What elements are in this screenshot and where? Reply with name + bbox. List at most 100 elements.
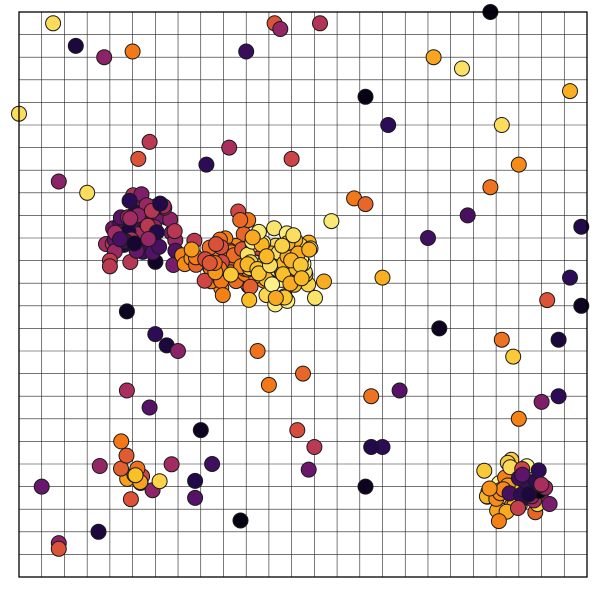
scatter-point <box>244 229 261 246</box>
scatter-point <box>112 231 128 248</box>
scatter-point <box>316 273 332 290</box>
scatter-point <box>285 227 302 244</box>
scatter-point <box>420 230 436 246</box>
scatter-point <box>249 343 266 359</box>
scatter-point <box>530 462 547 479</box>
scatter-point <box>163 456 180 473</box>
scatter-point <box>130 150 147 167</box>
scatter-point <box>238 43 255 60</box>
scatter-point <box>274 237 291 254</box>
scatter-point <box>459 207 476 224</box>
scatter-point <box>96 49 113 66</box>
scatter-point <box>118 447 135 464</box>
scatter-point <box>50 173 67 190</box>
scatter-point <box>505 348 522 365</box>
scatter-point <box>510 410 527 427</box>
scatter-point <box>45 15 62 32</box>
scatter-point <box>121 192 138 209</box>
scatter-point <box>232 512 249 529</box>
scatter-point <box>293 270 310 287</box>
scatter-point <box>454 60 470 77</box>
scatter-point <box>510 156 527 173</box>
scatter-point <box>67 37 84 54</box>
scatter-point <box>307 289 323 306</box>
scatter-point <box>170 343 186 359</box>
scatter-point <box>301 241 318 258</box>
scatter-point <box>198 156 215 173</box>
scatter-point <box>431 320 448 337</box>
scatter-point <box>550 331 567 348</box>
scatter-point <box>357 88 374 105</box>
scatter-point <box>295 365 311 382</box>
scatter-point <box>289 422 306 439</box>
scatter-point <box>306 439 323 455</box>
scatter-point <box>520 486 537 503</box>
scatter-point <box>141 399 158 416</box>
scatter-point <box>126 235 143 252</box>
data-points <box>11 4 590 557</box>
scatter-point <box>292 257 309 273</box>
scatter-point <box>204 456 221 472</box>
scatter-point <box>363 439 380 455</box>
scatter-point <box>573 218 590 235</box>
scatter-point <box>33 478 50 495</box>
scatter-point <box>490 513 507 530</box>
scatter-point <box>312 15 328 32</box>
scatter-point <box>122 491 139 508</box>
scatter-point <box>140 231 157 247</box>
scatter-point <box>241 291 258 308</box>
scatter-point <box>122 210 139 227</box>
scatter-point <box>541 496 558 512</box>
scatter-point <box>187 472 204 489</box>
scatter-point <box>533 393 550 410</box>
scatter-point <box>232 212 249 228</box>
scatter-point <box>183 241 200 258</box>
scatter-point <box>90 523 107 540</box>
scatter-point <box>300 461 317 478</box>
scatter-point <box>141 133 158 150</box>
scatter-point <box>91 458 108 474</box>
scatter-point <box>514 466 531 483</box>
scatter-point <box>147 326 164 343</box>
scatter-point <box>493 117 510 133</box>
scatter-point <box>79 184 96 201</box>
scatter-point <box>283 150 300 167</box>
scatter-point <box>380 117 397 133</box>
scatter-point <box>550 388 567 405</box>
scatter-point <box>152 195 169 212</box>
scatter-point <box>201 255 218 271</box>
scatter-point <box>196 272 213 289</box>
scatter-point <box>124 43 141 60</box>
scatter-point <box>127 467 144 484</box>
scatter-point <box>323 213 340 230</box>
scatter-point <box>573 297 590 314</box>
scatter-point <box>113 433 130 450</box>
scatter-point <box>425 49 442 66</box>
scatter-point <box>192 422 209 439</box>
plot-frame <box>18 11 588 578</box>
scatter-point <box>510 500 526 516</box>
scatter-point <box>562 83 578 100</box>
scatter-point <box>118 303 135 320</box>
scatter-point <box>50 540 67 557</box>
scatter-point <box>214 287 231 304</box>
scatter-point <box>208 236 225 253</box>
scatter-point <box>101 258 118 275</box>
scatter-point <box>391 382 408 399</box>
scatter-point <box>260 376 277 393</box>
scatter-point <box>357 196 374 213</box>
scatter-point <box>482 179 499 196</box>
scatter-point <box>118 382 135 399</box>
scatter-point <box>151 473 168 490</box>
scatter-point <box>357 478 374 495</box>
scatter-point <box>222 266 239 283</box>
scatter-point <box>539 292 556 309</box>
scatter-point <box>481 480 498 497</box>
scatter-point <box>493 331 510 348</box>
scatter-point <box>187 489 204 506</box>
scatter-point <box>166 223 183 240</box>
scatter-point <box>363 388 380 405</box>
scatter-point <box>272 21 289 37</box>
scatter-point <box>221 139 238 156</box>
